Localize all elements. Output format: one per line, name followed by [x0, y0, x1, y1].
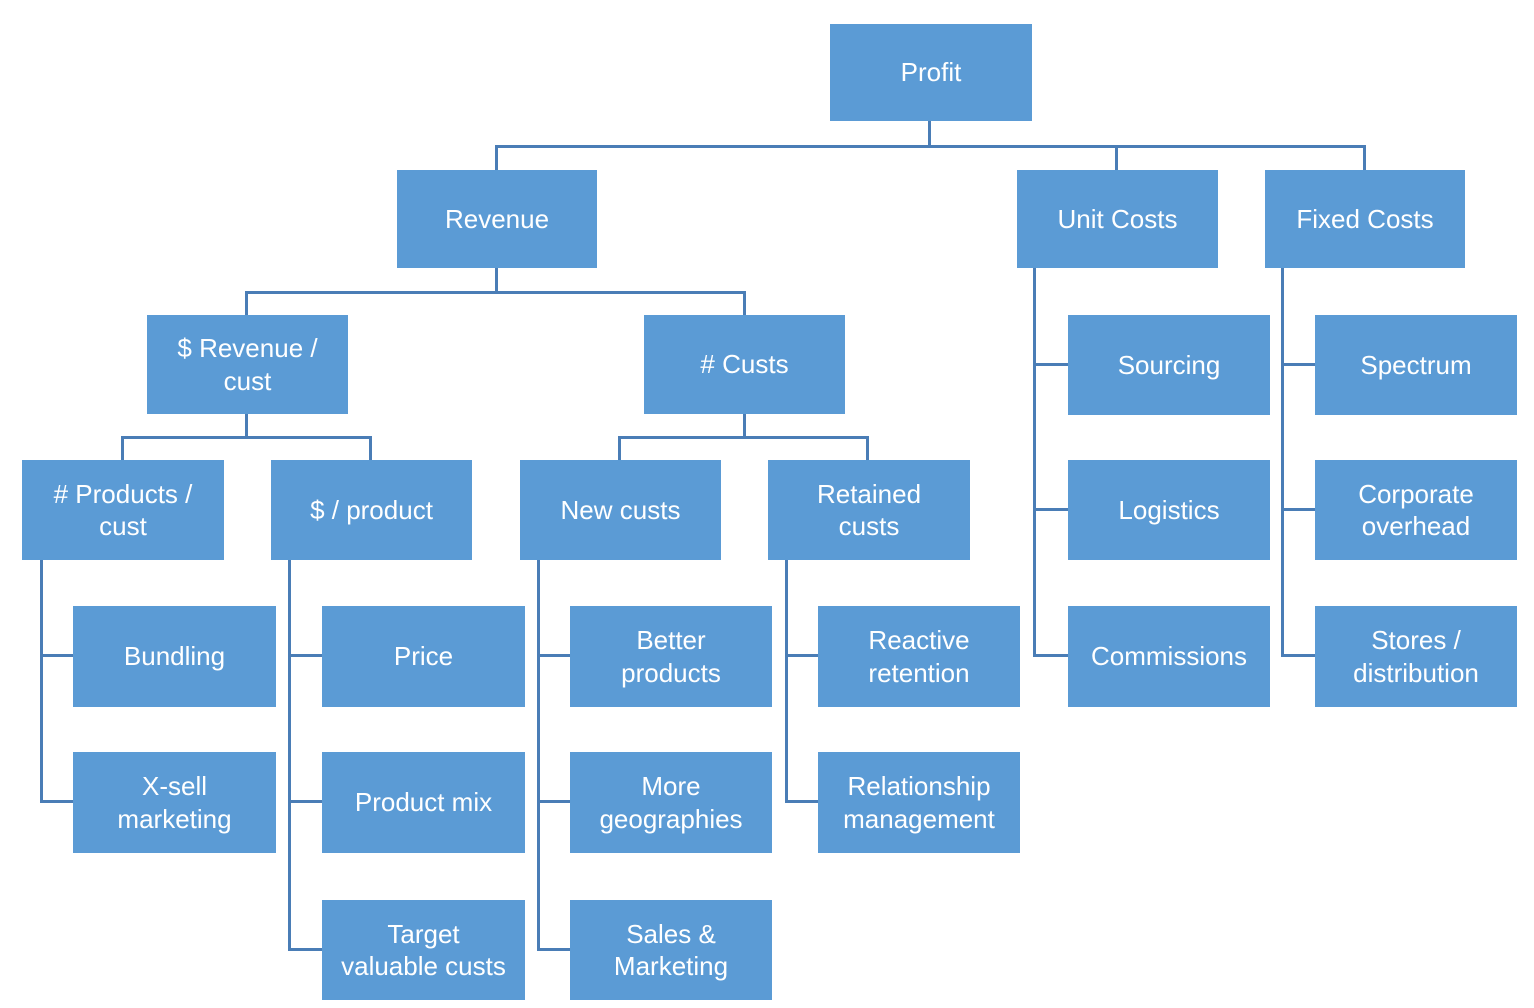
connector-vertical: [245, 291, 248, 317]
node-logistics: Logistics: [1068, 460, 1270, 560]
connector-vertical: [1281, 268, 1284, 657]
node-label: Bundling: [123, 641, 226, 672]
connector-horizontal: [1281, 508, 1315, 511]
node-x-sell-marketing: X-sell marketing: [73, 752, 276, 853]
connector-vertical: [121, 436, 124, 462]
node-more-geographies: More geographies: [570, 752, 772, 853]
connector-horizontal: [618, 436, 869, 439]
node-label: X-sell marketing: [117, 771, 232, 834]
connector-vertical: [1115, 145, 1118, 171]
node-fixed-costs: Fixed Costs: [1265, 170, 1465, 268]
connector-vertical: [928, 121, 931, 148]
node-label: Logistics: [1118, 494, 1220, 525]
node-label: Corporate overhead: [1358, 478, 1474, 541]
connector-horizontal: [537, 800, 570, 803]
connector-vertical: [743, 291, 746, 317]
connector-horizontal: [245, 291, 746, 294]
node-label: Profit: [900, 57, 962, 88]
node-label: Spectrum: [1360, 349, 1472, 380]
connector-horizontal: [537, 948, 570, 951]
connector-horizontal: [121, 436, 372, 439]
node-label: Price: [393, 641, 454, 672]
node-reactive-retention: Reactive retention: [818, 606, 1020, 707]
connector-vertical: [785, 560, 788, 803]
node-corporate-overhead: Corporate overhead: [1315, 460, 1517, 560]
connector-vertical: [495, 145, 498, 171]
node-sales-marketing: Sales & Marketing: [570, 900, 772, 1000]
node-new-custs: New custs: [520, 460, 721, 560]
connector-vertical: [369, 436, 372, 462]
connector-horizontal: [537, 654, 570, 657]
node-label: Fixed Costs: [1296, 203, 1434, 234]
connector-horizontal: [288, 948, 322, 951]
node-label: # Products / cust: [53, 478, 193, 541]
node-profit: Profit: [830, 24, 1032, 121]
connector-horizontal: [288, 654, 322, 657]
node-label: $ Revenue / cust: [177, 333, 318, 396]
node-product-mix: Product mix: [322, 752, 525, 853]
node-bundling: Bundling: [73, 606, 276, 707]
connector-horizontal: [288, 800, 322, 803]
node-dollar-per-product: $ / product: [271, 460, 472, 560]
connector-vertical: [618, 436, 621, 462]
connector-vertical: [537, 560, 540, 951]
connector-vertical: [495, 268, 498, 293]
node-label: Retained custs: [816, 478, 922, 541]
node-label: Better products: [621, 625, 721, 688]
node-label: More geographies: [599, 771, 743, 834]
connector-horizontal: [1033, 363, 1068, 366]
connector-vertical: [40, 560, 43, 803]
connector-horizontal: [1033, 654, 1068, 657]
node-unit-costs: Unit Costs: [1017, 170, 1218, 268]
node-label: Relationship management: [843, 771, 995, 834]
node-label: Product mix: [354, 787, 493, 818]
node-label: Sourcing: [1117, 349, 1221, 380]
node-spectrum: Spectrum: [1315, 315, 1517, 415]
node-label: Unit Costs: [1057, 203, 1178, 234]
connector-vertical: [245, 414, 248, 438]
connector-horizontal: [40, 800, 73, 803]
connector-vertical: [1033, 268, 1036, 657]
connector-horizontal: [1281, 654, 1315, 657]
connector-horizontal: [1281, 363, 1315, 366]
node-label: # Custs: [700, 349, 789, 380]
connector-vertical: [288, 560, 291, 951]
connector-vertical: [743, 414, 746, 438]
node-products-per-cust: # Products / cust: [22, 460, 224, 560]
node-label: New custs: [560, 494, 681, 525]
node-commissions: Commissions: [1068, 606, 1270, 707]
node-target-valuable-custs: Target valuable custs: [322, 900, 525, 1000]
node-label: Revenue: [444, 203, 550, 234]
node-revenue-per-cust: $ Revenue / cust: [147, 315, 348, 414]
node-stores-distribution: Stores / distribution: [1315, 606, 1517, 707]
node-label: Sales & Marketing: [613, 918, 729, 981]
node-num-custs: # Custs: [644, 315, 845, 414]
node-label: Stores / distribution: [1353, 625, 1479, 688]
connector-horizontal: [40, 654, 73, 657]
connector-horizontal: [785, 800, 818, 803]
node-relationship-management: Relationship management: [818, 752, 1020, 853]
node-retained-custs: Retained custs: [768, 460, 970, 560]
connector-horizontal: [1033, 508, 1068, 511]
connector-horizontal: [785, 654, 818, 657]
node-sourcing: Sourcing: [1068, 315, 1270, 415]
connector-vertical: [866, 436, 869, 462]
node-label: $ / product: [310, 494, 433, 525]
connector-horizontal: [495, 145, 1366, 148]
connector-vertical: [1363, 145, 1366, 171]
node-revenue: Revenue: [397, 170, 597, 268]
node-label: Commissions: [1090, 641, 1248, 672]
node-label: Target valuable custs: [341, 918, 506, 981]
node-better-products: Better products: [570, 606, 772, 707]
node-price: Price: [322, 606, 525, 707]
node-label: Reactive retention: [868, 625, 970, 688]
